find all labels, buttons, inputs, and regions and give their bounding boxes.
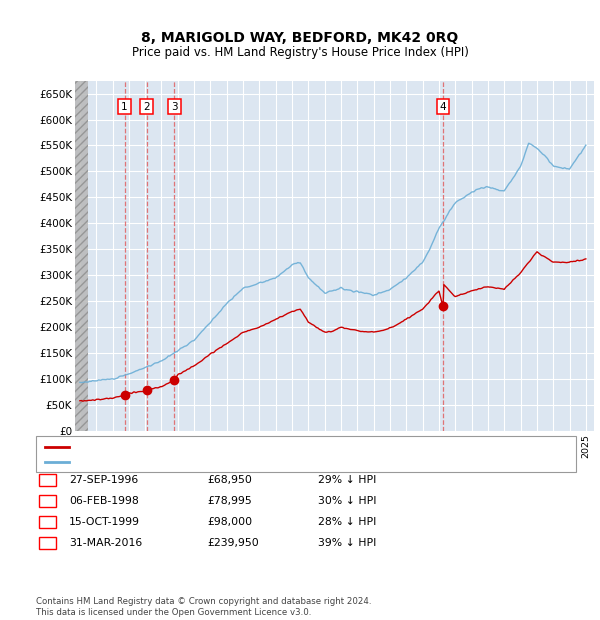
Text: 2: 2 bbox=[143, 102, 150, 112]
Text: 28% ↓ HPI: 28% ↓ HPI bbox=[318, 517, 376, 527]
Text: 3: 3 bbox=[171, 102, 178, 112]
Text: 1: 1 bbox=[121, 102, 128, 112]
Text: 39% ↓ HPI: 39% ↓ HPI bbox=[318, 538, 376, 548]
Text: 8, MARIGOLD WAY, BEDFORD, MK42 0RQ (detached house): 8, MARIGOLD WAY, BEDFORD, MK42 0RQ (deta… bbox=[75, 441, 399, 451]
Text: 27-SEP-1996: 27-SEP-1996 bbox=[69, 475, 138, 485]
Text: HPI: Average price, detached house, Bedford: HPI: Average price, detached house, Bedf… bbox=[75, 458, 320, 467]
Text: 29% ↓ HPI: 29% ↓ HPI bbox=[318, 475, 376, 485]
Text: 30% ↓ HPI: 30% ↓ HPI bbox=[318, 496, 377, 506]
Text: 4: 4 bbox=[44, 538, 51, 548]
Text: 4: 4 bbox=[440, 102, 446, 112]
Text: 2: 2 bbox=[44, 496, 51, 506]
Text: £239,950: £239,950 bbox=[207, 538, 259, 548]
Text: £98,000: £98,000 bbox=[207, 517, 252, 527]
Text: 8, MARIGOLD WAY, BEDFORD, MK42 0RQ: 8, MARIGOLD WAY, BEDFORD, MK42 0RQ bbox=[142, 32, 458, 45]
Text: 06-FEB-1998: 06-FEB-1998 bbox=[69, 496, 139, 506]
Text: £68,950: £68,950 bbox=[207, 475, 252, 485]
Text: 31-MAR-2016: 31-MAR-2016 bbox=[69, 538, 142, 548]
Text: Price paid vs. HM Land Registry's House Price Index (HPI): Price paid vs. HM Land Registry's House … bbox=[131, 46, 469, 58]
Text: Contains HM Land Registry data © Crown copyright and database right 2024.
This d: Contains HM Land Registry data © Crown c… bbox=[36, 598, 371, 617]
Text: £78,995: £78,995 bbox=[207, 496, 252, 506]
Text: 3: 3 bbox=[44, 517, 51, 527]
Text: 1: 1 bbox=[44, 475, 51, 485]
Text: 15-OCT-1999: 15-OCT-1999 bbox=[69, 517, 140, 527]
